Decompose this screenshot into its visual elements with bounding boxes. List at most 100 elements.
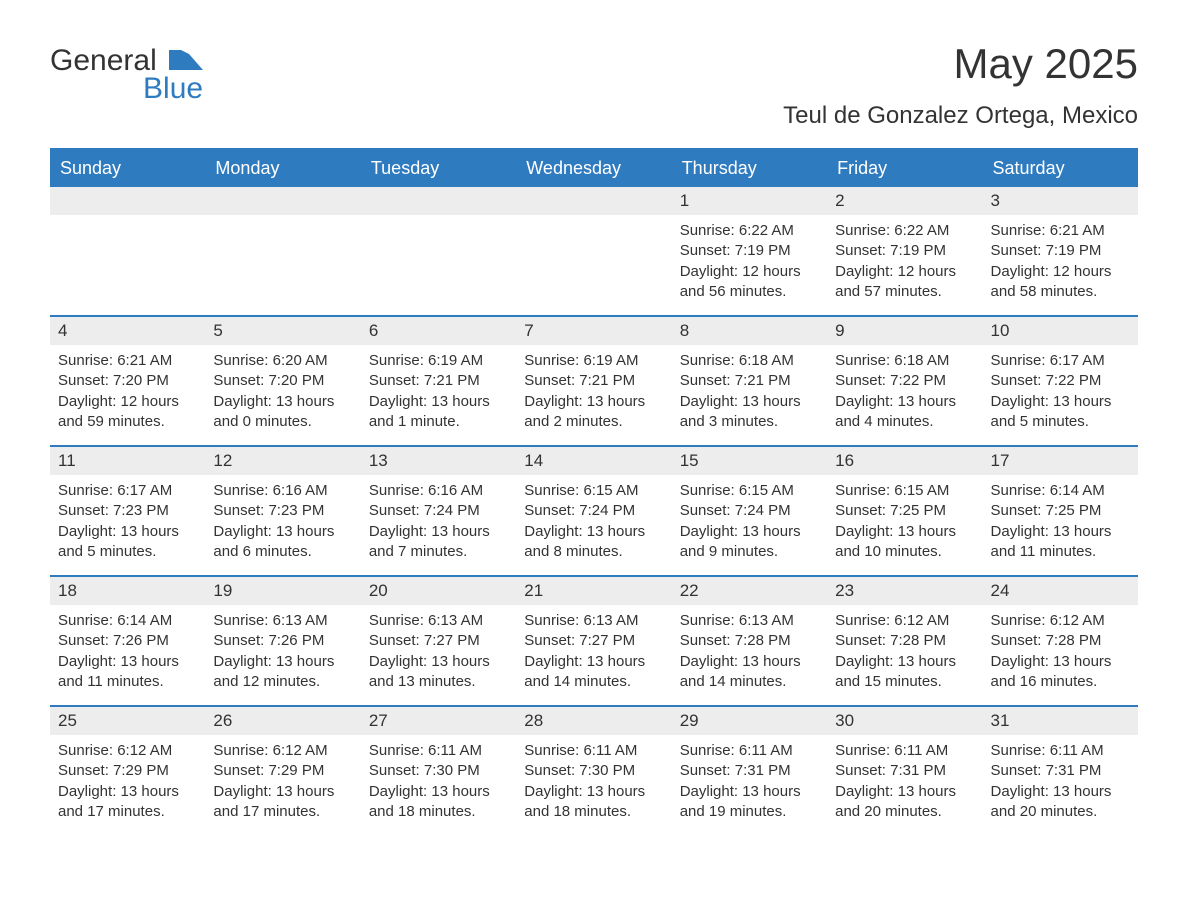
sunrise-line: Sunrise: 6:13 AM <box>369 611 508 631</box>
day-number: 19 <box>205 577 360 605</box>
calendar-day: 24Sunrise: 6:12 AMSunset: 7:28 PMDayligh… <box>983 577 1138 705</box>
weekday-header: Tuesday <box>361 150 516 187</box>
day-details: Sunrise: 6:11 AMSunset: 7:30 PMDaylight:… <box>361 735 516 832</box>
day-details: Sunrise: 6:13 AMSunset: 7:28 PMDaylight:… <box>672 605 827 702</box>
daylight-line: Daylight: 12 hours and 59 minutes. <box>58 392 197 433</box>
sunset-line: Sunset: 7:30 PM <box>524 761 663 781</box>
calendar-day: 31Sunrise: 6:11 AMSunset: 7:31 PMDayligh… <box>983 707 1138 835</box>
calendar-week: 4Sunrise: 6:21 AMSunset: 7:20 PMDaylight… <box>50 315 1138 445</box>
sunset-line: Sunset: 7:31 PM <box>991 761 1130 781</box>
title-block: May 2025 Teul de Gonzalez Ortega, Mexico <box>783 40 1138 130</box>
calendar-day <box>205 187 360 315</box>
logo-word-1: General <box>50 44 157 77</box>
day-number <box>205 187 360 215</box>
day-number: 1 <box>672 187 827 215</box>
sunrise-line: Sunrise: 6:16 AM <box>369 481 508 501</box>
calendar-day <box>50 187 205 315</box>
location: Teul de Gonzalez Ortega, Mexico <box>783 102 1138 130</box>
sunset-line: Sunset: 7:21 PM <box>369 371 508 391</box>
calendar-week: 1Sunrise: 6:22 AMSunset: 7:19 PMDaylight… <box>50 187 1138 315</box>
day-details: Sunrise: 6:18 AMSunset: 7:22 PMDaylight:… <box>827 345 982 442</box>
daylight-line: Daylight: 13 hours and 12 minutes. <box>213 652 352 693</box>
day-details: Sunrise: 6:13 AMSunset: 7:26 PMDaylight:… <box>205 605 360 702</box>
sunset-line: Sunset: 7:30 PM <box>369 761 508 781</box>
calendar-day: 1Sunrise: 6:22 AMSunset: 7:19 PMDaylight… <box>672 187 827 315</box>
weekday-header: Friday <box>827 150 982 187</box>
sunset-line: Sunset: 7:22 PM <box>991 371 1130 391</box>
day-number: 17 <box>983 447 1138 475</box>
sunset-line: Sunset: 7:28 PM <box>991 631 1130 651</box>
page-title: May 2025 <box>783 40 1138 88</box>
sunset-line: Sunset: 7:29 PM <box>58 761 197 781</box>
weekday-header: Saturday <box>983 150 1138 187</box>
daylight-line: Daylight: 13 hours and 4 minutes. <box>835 392 974 433</box>
day-details: Sunrise: 6:11 AMSunset: 7:31 PMDaylight:… <box>983 735 1138 832</box>
calendar-day: 10Sunrise: 6:17 AMSunset: 7:22 PMDayligh… <box>983 317 1138 445</box>
day-details: Sunrise: 6:13 AMSunset: 7:27 PMDaylight:… <box>361 605 516 702</box>
day-number: 24 <box>983 577 1138 605</box>
sunset-line: Sunset: 7:24 PM <box>369 501 508 521</box>
logo-word-2: Blue <box>50 74 203 104</box>
day-number: 7 <box>516 317 671 345</box>
calendar-day: 21Sunrise: 6:13 AMSunset: 7:27 PMDayligh… <box>516 577 671 705</box>
sunset-line: Sunset: 7:22 PM <box>835 371 974 391</box>
daylight-line: Daylight: 13 hours and 13 minutes. <box>369 652 508 693</box>
day-number <box>50 187 205 215</box>
day-number: 26 <box>205 707 360 735</box>
sunset-line: Sunset: 7:24 PM <box>680 501 819 521</box>
calendar-day: 27Sunrise: 6:11 AMSunset: 7:30 PMDayligh… <box>361 707 516 835</box>
day-number: 8 <box>672 317 827 345</box>
daylight-line: Daylight: 13 hours and 17 minutes. <box>213 782 352 823</box>
sunrise-line: Sunrise: 6:11 AM <box>524 741 663 761</box>
day-number: 29 <box>672 707 827 735</box>
sunrise-line: Sunrise: 6:13 AM <box>680 611 819 631</box>
calendar-day: 26Sunrise: 6:12 AMSunset: 7:29 PMDayligh… <box>205 707 360 835</box>
sunset-line: Sunset: 7:28 PM <box>835 631 974 651</box>
daylight-line: Daylight: 13 hours and 17 minutes. <box>58 782 197 823</box>
day-details: Sunrise: 6:15 AMSunset: 7:24 PMDaylight:… <box>516 475 671 572</box>
day-details: Sunrise: 6:18 AMSunset: 7:21 PMDaylight:… <box>672 345 827 442</box>
daylight-line: Daylight: 13 hours and 16 minutes. <box>991 652 1130 693</box>
day-details: Sunrise: 6:17 AMSunset: 7:22 PMDaylight:… <box>983 345 1138 442</box>
daylight-line: Daylight: 13 hours and 11 minutes. <box>991 522 1130 563</box>
sunrise-line: Sunrise: 6:11 AM <box>991 741 1130 761</box>
sunrise-line: Sunrise: 6:17 AM <box>58 481 197 501</box>
day-number: 31 <box>983 707 1138 735</box>
calendar-week: 11Sunrise: 6:17 AMSunset: 7:23 PMDayligh… <box>50 445 1138 575</box>
calendar-day: 30Sunrise: 6:11 AMSunset: 7:31 PMDayligh… <box>827 707 982 835</box>
calendar-week: 18Sunrise: 6:14 AMSunset: 7:26 PMDayligh… <box>50 575 1138 705</box>
daylight-line: Daylight: 13 hours and 6 minutes. <box>213 522 352 563</box>
day-details: Sunrise: 6:11 AMSunset: 7:30 PMDaylight:… <box>516 735 671 832</box>
calendar-day: 9Sunrise: 6:18 AMSunset: 7:22 PMDaylight… <box>827 317 982 445</box>
calendar-day: 2Sunrise: 6:22 AMSunset: 7:19 PMDaylight… <box>827 187 982 315</box>
calendar-day: 12Sunrise: 6:16 AMSunset: 7:23 PMDayligh… <box>205 447 360 575</box>
day-details: Sunrise: 6:12 AMSunset: 7:28 PMDaylight:… <box>983 605 1138 702</box>
day-number: 21 <box>516 577 671 605</box>
sunset-line: Sunset: 7:25 PM <box>835 501 974 521</box>
sunrise-line: Sunrise: 6:13 AM <box>213 611 352 631</box>
sunrise-line: Sunrise: 6:22 AM <box>680 221 819 241</box>
calendar-day: 6Sunrise: 6:19 AMSunset: 7:21 PMDaylight… <box>361 317 516 445</box>
daylight-line: Daylight: 13 hours and 19 minutes. <box>680 782 819 823</box>
daylight-line: Daylight: 13 hours and 15 minutes. <box>835 652 974 693</box>
daylight-line: Daylight: 13 hours and 0 minutes. <box>213 392 352 433</box>
daylight-line: Daylight: 13 hours and 9 minutes. <box>680 522 819 563</box>
day-number: 6 <box>361 317 516 345</box>
sunset-line: Sunset: 7:26 PM <box>58 631 197 651</box>
daylight-line: Daylight: 13 hours and 8 minutes. <box>524 522 663 563</box>
day-details: Sunrise: 6:21 AMSunset: 7:19 PMDaylight:… <box>983 215 1138 312</box>
header: General Blue May 2025 Teul de Gonzalez O… <box>50 40 1138 130</box>
daylight-line: Daylight: 13 hours and 11 minutes. <box>58 652 197 693</box>
weekday-header: Thursday <box>672 150 827 187</box>
day-details: Sunrise: 6:12 AMSunset: 7:29 PMDaylight:… <box>50 735 205 832</box>
daylight-line: Daylight: 13 hours and 1 minute. <box>369 392 508 433</box>
day-details: Sunrise: 6:17 AMSunset: 7:23 PMDaylight:… <box>50 475 205 572</box>
sunset-line: Sunset: 7:27 PM <box>369 631 508 651</box>
daylight-line: Daylight: 13 hours and 7 minutes. <box>369 522 508 563</box>
day-details: Sunrise: 6:11 AMSunset: 7:31 PMDaylight:… <box>827 735 982 832</box>
logo-text: General Blue <box>50 40 203 104</box>
calendar-day: 20Sunrise: 6:13 AMSunset: 7:27 PMDayligh… <box>361 577 516 705</box>
daylight-line: Daylight: 12 hours and 56 minutes. <box>680 262 819 303</box>
sunrise-line: Sunrise: 6:21 AM <box>58 351 197 371</box>
day-details: Sunrise: 6:15 AMSunset: 7:24 PMDaylight:… <box>672 475 827 572</box>
